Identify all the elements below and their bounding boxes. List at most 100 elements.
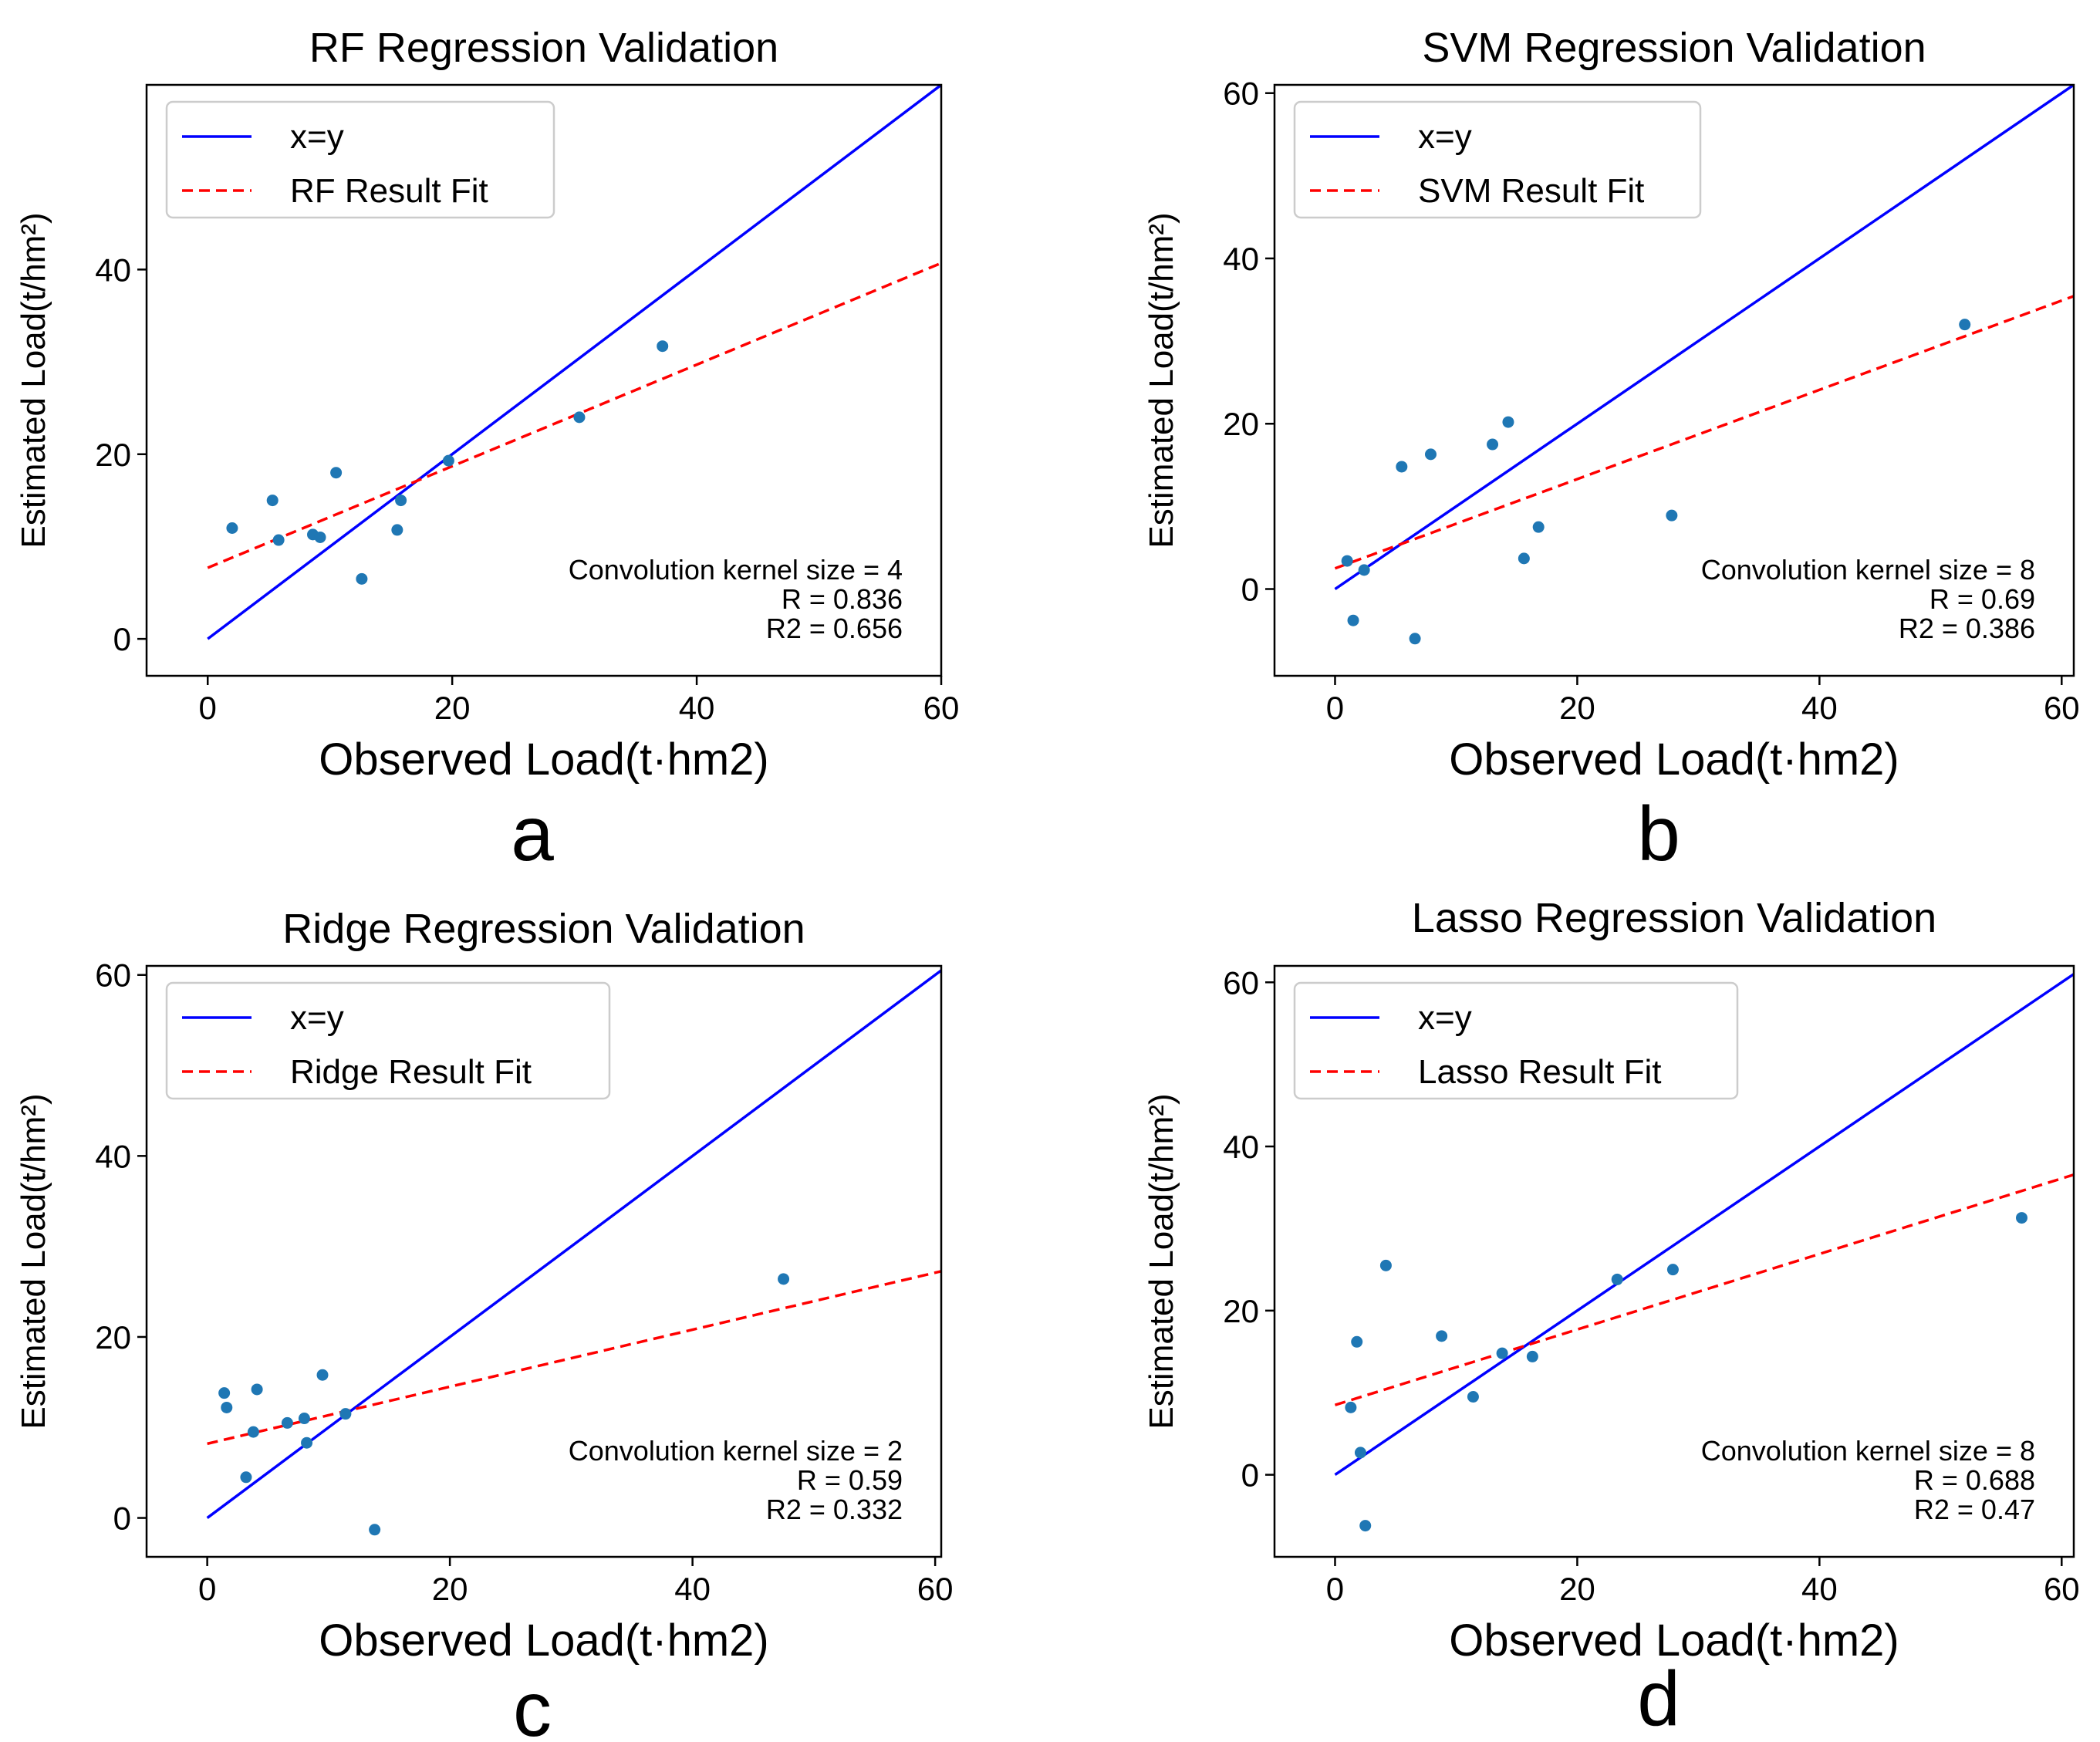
data-point [1351,1335,1363,1348]
panel-letter: c [513,1666,552,1742]
chart-panel-a: RF Regression Validation 0 20 40 60 0 20 40 Obse… [15,25,959,877]
data-point [1487,438,1499,451]
legend-entry-label: Ridge Result Fit [290,1053,532,1091]
legend-entry-label: Lasso Result Fit [1418,1053,1661,1091]
data-point [1666,1264,1679,1276]
x-tick-label: 40 [1801,1571,1838,1607]
axes-frame [1273,83,2075,677]
data-point [1518,552,1530,565]
data-point [301,1436,313,1449]
stats-annotation-line: R = 0.688 [1914,1464,2035,1496]
x-tick-label: 20 [1559,1571,1595,1607]
stats-annotation-line: R2 = 0.656 [766,613,903,644]
y-axis-label: Estimated Load(t/hm²) [15,1093,52,1429]
data-point [1502,416,1514,428]
fit-line [1334,295,2074,570]
y-tick-label: 60 [1223,964,1259,1001]
data-point [1354,1447,1366,1459]
data-point [339,1408,352,1420]
data-point [1409,633,1421,645]
y-axis-label: Estimated Load(t/hm²) [15,212,52,548]
fit-line [207,1270,941,1446]
y-tick-label: 0 [1241,1457,1259,1494]
data-point [1379,1259,1392,1271]
x-tick-label: 0 [198,1571,216,1607]
y-tick-label: 20 [95,437,131,473]
stats-annotation-line: Convolution kernel size = 8 [1701,1435,2035,1467]
y-tick-label: 40 [95,252,131,288]
x-axis-label: Observed Load(t·hm2) [319,734,768,785]
stats-annotation-line: R2 = 0.386 [1899,613,2035,644]
x-tick-label: 60 [917,1571,954,1607]
data-point [330,467,343,479]
chart-panel-b: SVM Regression Validation 0 20 40 60 0 20 40 60 O… [1143,25,2080,877]
legend-entry-label: RF Result Fit [290,172,488,210]
axes-frame [145,964,943,1558]
fit-line [1334,1173,2074,1406]
data-point [266,495,279,507]
data-point [1532,521,1545,533]
data-point [226,522,238,534]
y-tick-label: 0 [113,621,131,657]
y-tick-label: 20 [95,1319,131,1355]
data-point [778,1273,790,1285]
x-tick-label: 60 [923,690,960,726]
y-axis-label: Estimated Load(t/hm²) [1143,1093,1180,1429]
y-axis-label: Estimated Load(t/hm²) [1143,212,1180,548]
plot-area [207,85,941,640]
legend-entry-label: x=y [1418,118,1472,156]
x-tick-label: 60 [2044,690,2080,726]
data-point [1347,614,1359,626]
data-point [221,1401,233,1413]
stats-annotation-line: R = 0.836 [782,583,903,615]
axes-frame [1273,964,2075,1558]
data-point [657,340,669,353]
chart-panel-c: Ridge Regression Validation 0 20 40 60 0 20 40 6… [15,906,953,1742]
legend-entry-label: x=y [290,118,344,156]
y-tick-label: 40 [95,1138,131,1174]
stats-annotation-line: R2 = 0.47 [1914,1494,2035,1525]
data-point [1666,509,1678,522]
stats-annotation-line: Convolution kernel size = 8 [1701,554,2035,586]
data-point [1359,1520,1372,1532]
identity-line [1334,973,2074,1477]
data-point [2016,1212,2028,1224]
chart-title: Ridge Regression Validation [282,906,805,952]
data-point [272,534,285,546]
x-tick-label: 0 [199,690,217,726]
data-point [442,454,454,467]
legend-box [1293,981,1739,1100]
chart-title: RF Regression Validation [309,25,778,71]
x-tick-label: 20 [432,1571,468,1607]
x-axis-label: Observed Load(t·hm2) [319,1615,768,1666]
data-point [1496,1347,1508,1359]
data-point [1396,461,1408,473]
legend-box [1293,100,1702,219]
data-point [314,531,326,543]
data-point [1526,1350,1538,1362]
data-point [391,524,403,536]
x-tick-label: 60 [2044,1571,2080,1607]
data-point [251,1383,263,1396]
plot-area [206,969,941,1536]
identity-line [1334,85,2074,590]
x-tick-label: 40 [679,690,715,726]
y-tick-label: 40 [1223,1129,1259,1165]
data-point [1611,1273,1623,1285]
stats-annotation-line: R = 0.69 [1930,583,2035,615]
chart-panel-d: Lasso Regression Validation 0 20 40 60 0 20 40 6… [1143,895,2080,1742]
x-axis-label: Observed Load(t·hm2) [1449,1615,1899,1666]
y-tick-label: 40 [1223,241,1259,277]
panel-letter: d [1637,1656,1680,1742]
legend-entry-label: x=y [1418,999,1472,1037]
data-point [218,1387,231,1399]
legend-entry-label: x=y [290,999,344,1037]
data-point [356,572,368,585]
identity-line [207,85,941,640]
y-tick-label: 20 [1223,1293,1259,1329]
data-point [1358,564,1370,576]
y-tick-label: 20 [1223,406,1259,442]
data-point [369,1524,381,1536]
data-point [1959,319,1971,331]
